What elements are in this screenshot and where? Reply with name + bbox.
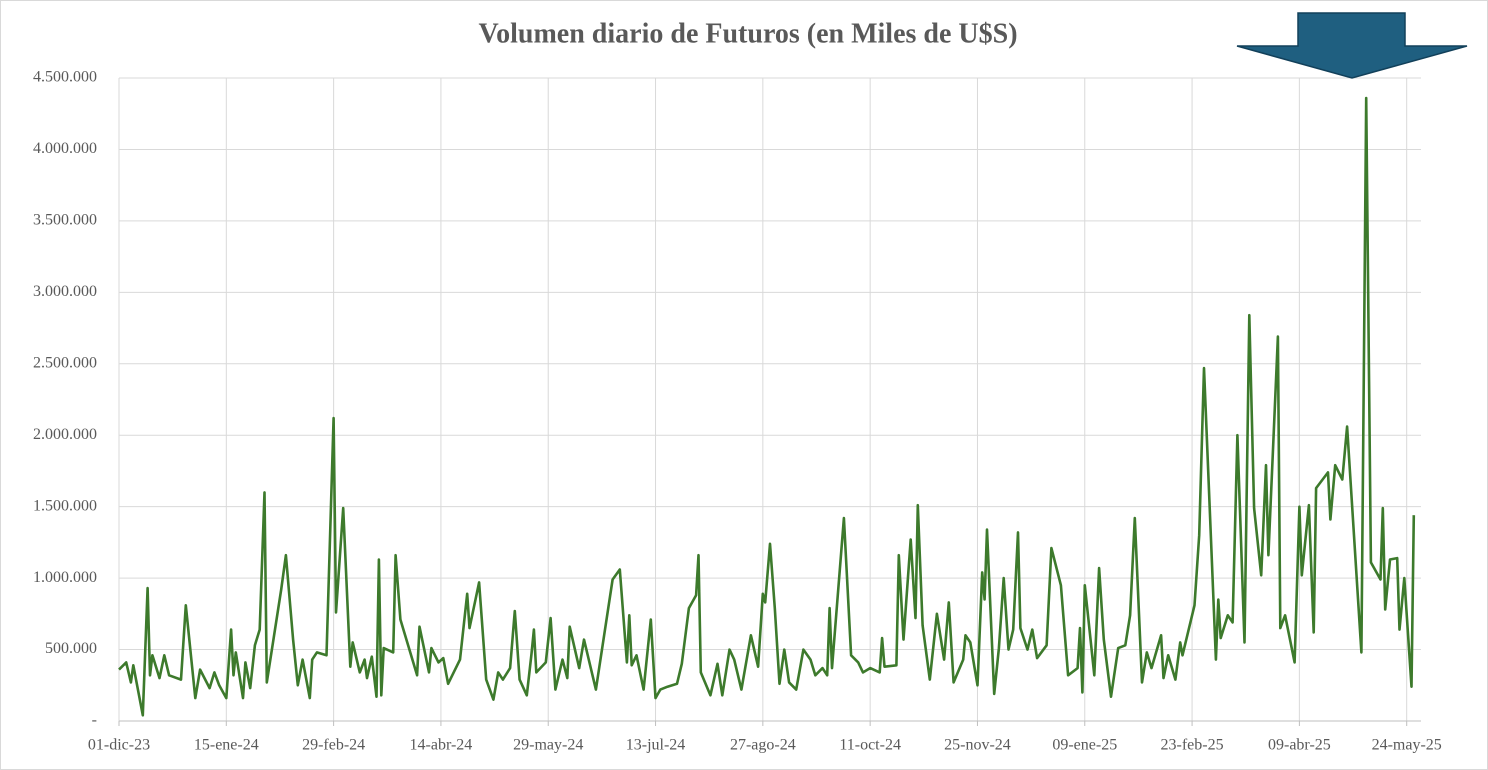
x-tick-label: 24-may-25	[1372, 737, 1442, 754]
x-tick-label: 29-feb-24	[302, 737, 365, 754]
y-tick-label: 4.500.000	[33, 69, 97, 86]
x-tick-label: 01-dic-23	[88, 737, 150, 754]
y-tick-label: 3.000.000	[33, 283, 97, 300]
y-tick-label: 2.500.000	[33, 354, 97, 371]
x-tick-label: 13-jul-24	[626, 737, 686, 754]
y-tick-label: 3.500.000	[33, 212, 97, 229]
x-tick-label: 09-abr-25	[1268, 737, 1331, 754]
y-tick-label: 2.000.000	[33, 426, 97, 443]
x-tick-label: 29-may-24	[513, 737, 583, 754]
x-tick-label: 09-ene-25	[1052, 737, 1117, 754]
series-line	[118, 96, 1416, 717]
y-tick-label: 1.000.000	[33, 569, 97, 586]
arrow-annotation	[1236, 12, 1468, 79]
x-tick-label: 14-abr-24	[410, 737, 473, 754]
x-tick-label: 23-feb-25	[1161, 737, 1224, 754]
x-tick-label: 25-nov-24	[944, 737, 1011, 754]
x-tick-label: 15-ene-24	[194, 737, 259, 754]
y-tick-label: -	[92, 712, 97, 729]
x-tick-label: 27-ago-24	[730, 737, 796, 754]
chart-title: Volumen diario de Futuros (en Miles de U…	[478, 18, 1017, 49]
x-tick-label: 11-oct-24	[839, 737, 901, 754]
y-tick-label: 500.000	[45, 640, 97, 657]
y-tick-label: 1.500.000	[33, 497, 97, 514]
y-tick-label: 4.000.000	[33, 140, 97, 157]
